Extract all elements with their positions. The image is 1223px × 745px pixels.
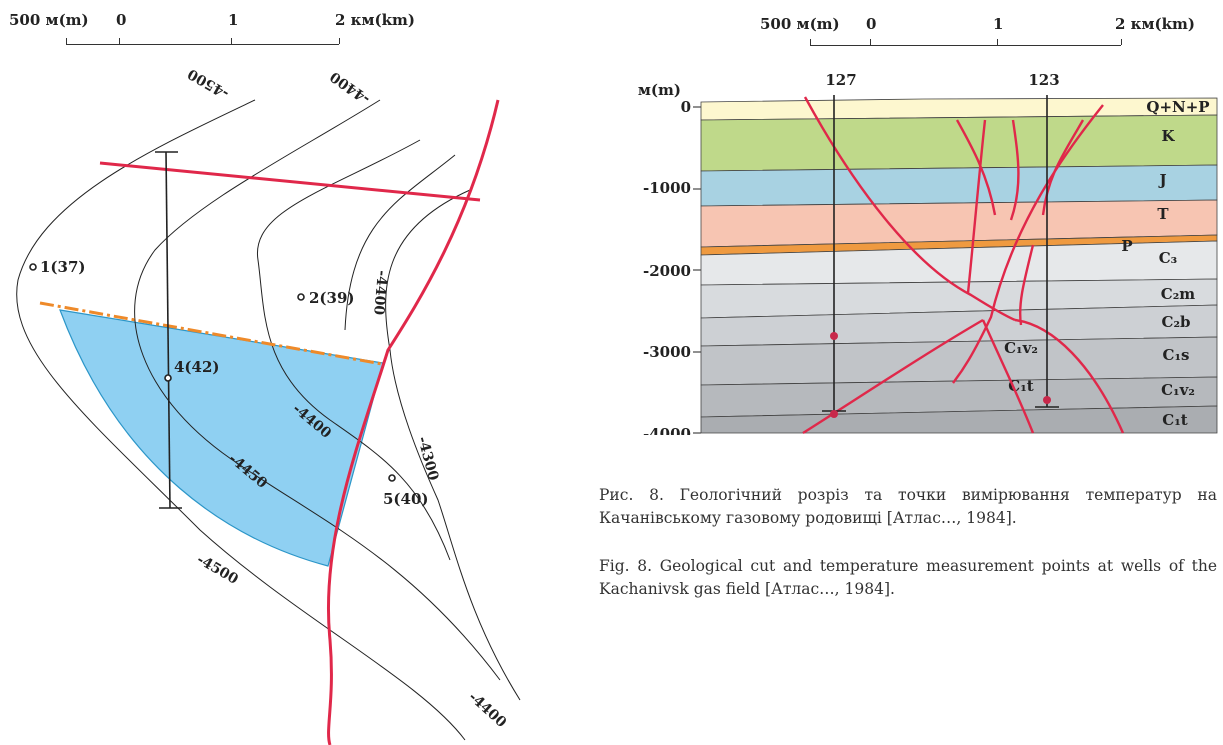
fault-line	[952, 104, 1104, 384]
contour-line	[134, 99, 501, 681]
fault-line	[326, 99, 500, 745]
depth-tick-1000: -1000	[643, 179, 691, 197]
layer-jurassic	[700, 164, 1218, 207]
structural-map: 1(37) 2(39) 4(42) 5(40) -4500 -4400 -440…	[16, 65, 521, 745]
block-label-c1v2: C₁v₂	[1004, 339, 1038, 357]
scale-label-2km: 2 км(km)	[1115, 15, 1195, 33]
gas-water-contact	[39, 301, 383, 366]
layer-label-c1t: C₁t	[1162, 411, 1188, 429]
contour-line	[385, 189, 521, 701]
fault-line	[99, 161, 481, 202]
well-4-label: 4(42)	[174, 358, 220, 376]
contour-label: -4300	[414, 435, 441, 483]
layer-label-c2b: C₂b	[1162, 313, 1191, 331]
contour-line	[16, 99, 466, 741]
scale-label-500m: 500 м(m)	[9, 11, 89, 29]
caption-ukrainian: Рис. 8. Геологічний розріз та точки вимі…	[599, 486, 1217, 527]
scale-tick	[66, 38, 67, 44]
well-5-marker	[388, 474, 396, 482]
fault-line	[981, 319, 1035, 434]
fault-line	[955, 119, 997, 216]
layer-label-c3: C₃	[1159, 249, 1178, 267]
temperature-point	[1043, 396, 1051, 404]
layer-label-c2m: C₂m	[1161, 285, 1196, 303]
scale-label-1: 1	[993, 15, 1004, 33]
scale-tick	[119, 38, 120, 44]
layer-label-p: P	[1121, 237, 1132, 255]
well-5-label: 5(40)	[383, 490, 429, 508]
scale-tick	[870, 39, 871, 45]
fault-line	[1041, 119, 1085, 216]
contour-label: -4400	[327, 68, 373, 107]
contour-label: -4500	[185, 65, 232, 101]
gas-area	[59, 309, 384, 567]
scale-tick	[1121, 39, 1122, 45]
caption-english: Fig. 8. Geological cut and temperature m…	[599, 557, 1217, 598]
right-scale-bar: 500 м(m) 0 1 2 км(km)	[740, 0, 1223, 50]
temperature-point	[830, 410, 838, 418]
depth-unit-label: м(m)	[638, 81, 681, 99]
fault-line	[1018, 244, 1035, 326]
contour-label: -4500	[194, 552, 241, 588]
depth-tick-0: 0	[681, 98, 691, 116]
scale-line	[810, 45, 1121, 46]
fault-line	[966, 119, 987, 294]
scale-label-1: 1	[228, 11, 239, 29]
scale-label-0: 0	[866, 15, 877, 33]
well-127-label: 127	[825, 71, 856, 89]
layer-label-qnp: Q+N+P	[1146, 98, 1209, 116]
depth-tick-2000: -2000	[643, 262, 691, 280]
well-1-marker	[29, 263, 37, 271]
well-123-label: 123	[1028, 71, 1059, 89]
layer-label-j: J	[1157, 171, 1166, 189]
well-2-label: 2(39)	[309, 289, 355, 307]
scale-label-2km: 2 км(km)	[335, 11, 415, 29]
layer-label-c1v2: C₁v₂	[1161, 381, 1195, 399]
temperature-point	[830, 332, 838, 340]
left-scale-bar: 500 м(m) 0 1 2 км(km)	[0, 0, 450, 50]
contour-label: -4400	[465, 689, 509, 731]
contour-line	[257, 139, 451, 561]
scale-line	[66, 44, 339, 45]
depth-tick-4000: -4000	[643, 425, 691, 435]
layer-c1t	[700, 405, 1218, 434]
scale-label-500m: 500 м(m)	[760, 15, 840, 33]
scale-tick	[339, 38, 340, 44]
layer-label-t: T	[1157, 205, 1169, 223]
scale-label-0: 0	[116, 11, 127, 29]
layer-quaternary	[700, 97, 1218, 121]
layer-label-k: K	[1161, 127, 1175, 145]
well-4-marker	[164, 374, 172, 382]
depth-tick-3000: -3000	[643, 343, 691, 361]
well-2-marker	[297, 293, 305, 301]
fault-line	[803, 96, 1016, 322]
geological-section: м(m) 0 -1000 -2000 -3000 -4000 Q+N+P K J…	[638, 71, 1218, 435]
layer-label-c1s: C₁s	[1163, 346, 1190, 364]
scale-tick	[231, 38, 232, 44]
contour-line	[344, 154, 456, 331]
fault-line	[802, 318, 984, 435]
fault-line	[1009, 119, 1020, 221]
fault-line	[1014, 318, 1125, 434]
well-1-label: 1(37)	[40, 258, 86, 276]
section-line	[165, 151, 171, 509]
scale-tick	[810, 39, 811, 45]
contour-label-4400-fault: -4400	[370, 270, 390, 316]
scale-tick	[997, 39, 998, 45]
